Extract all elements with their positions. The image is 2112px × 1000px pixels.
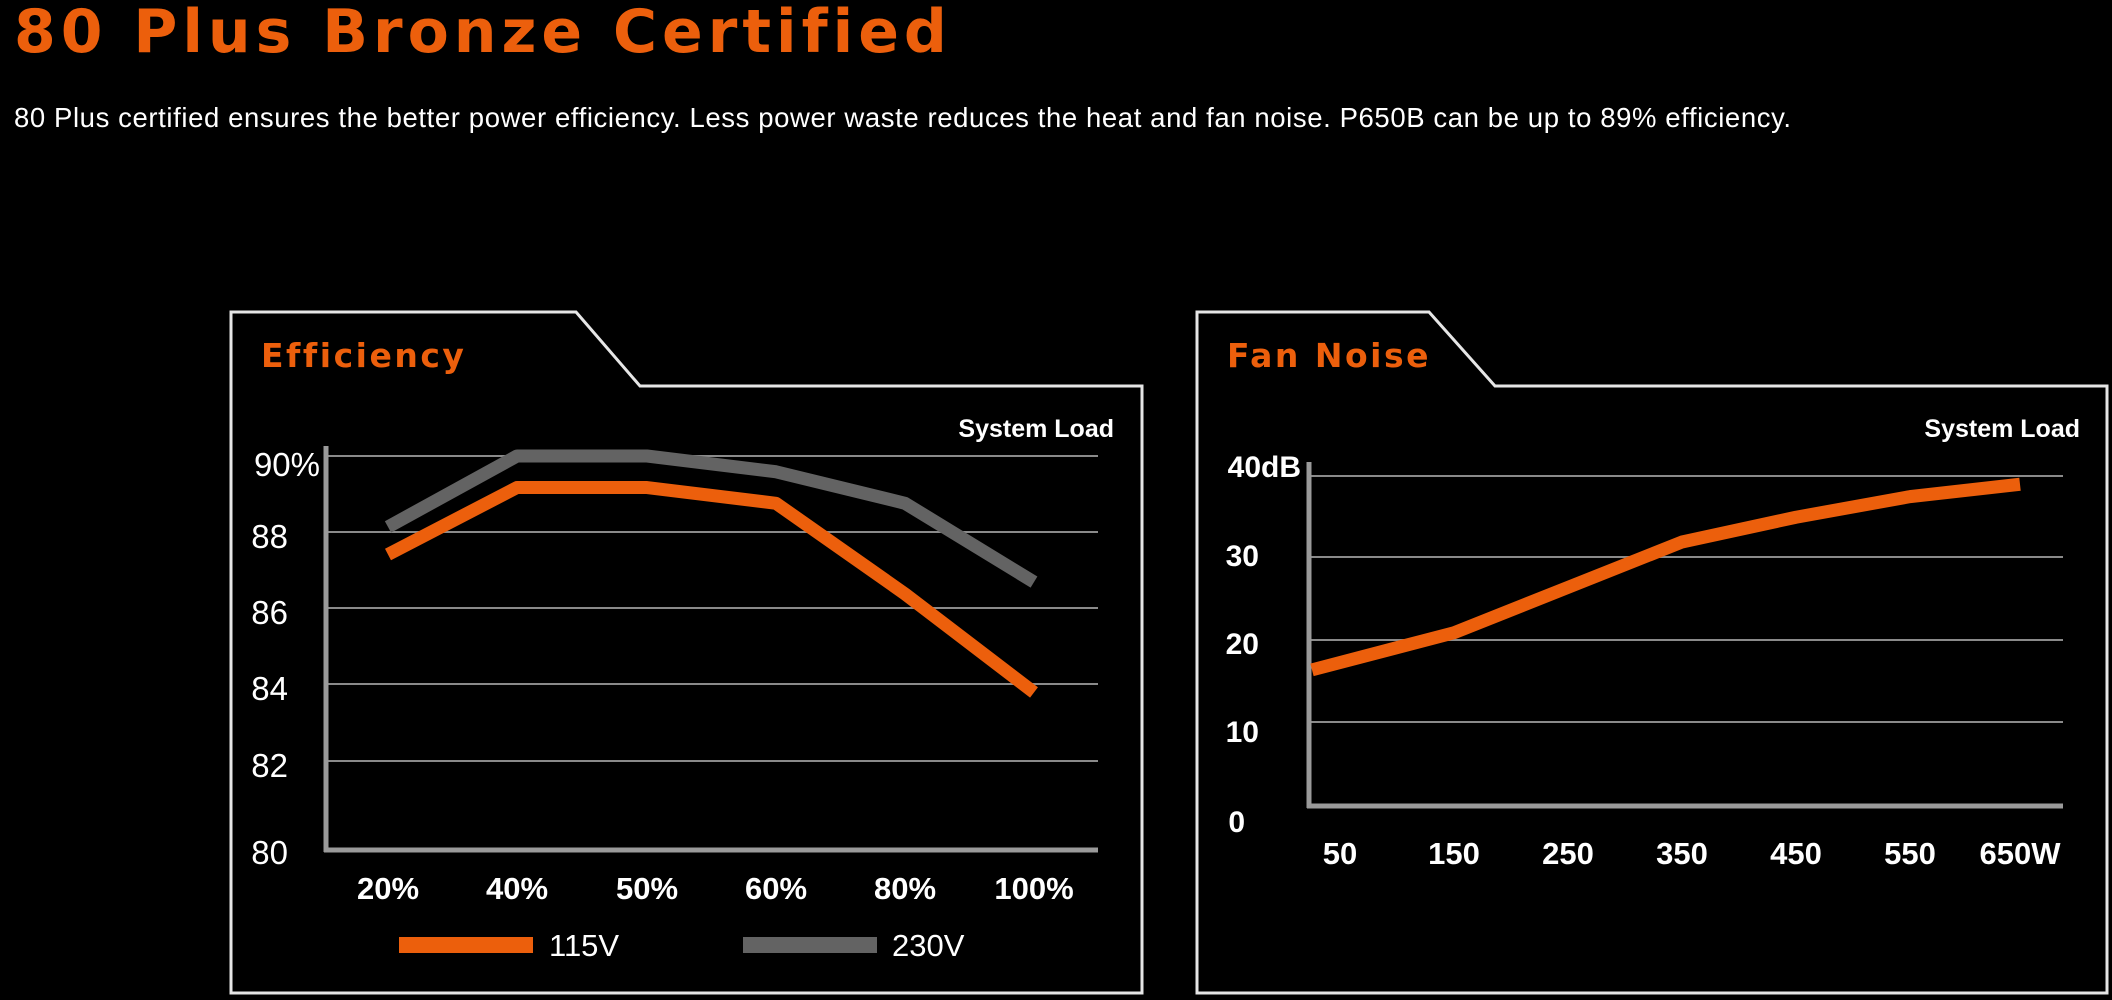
page-title: 80 Plus Bronze Certified: [14, 0, 952, 67]
page-subtitle: 80 Plus certified ensures the better pow…: [14, 102, 1792, 133]
fan-noise-axis-title: System Load: [1924, 415, 2080, 443]
efficiency-x-tick-label: 100%: [994, 871, 1073, 906]
fan-noise-y-tick-label: 10: [1226, 716, 1259, 749]
fan-noise-panel: Fan Noise System Load 40dB 30 20 10 0 50…: [1195, 310, 2109, 995]
fan-noise-x-tick-label: 450: [1770, 836, 1822, 871]
efficiency-y-tick-label: 88: [251, 518, 288, 555]
fan-noise-y-tick-label: 30: [1226, 540, 1259, 573]
efficiency-panel: Efficiency System Load 90% 88 86 84 82 8…: [229, 310, 1144, 995]
efficiency-y-tick-label: 86: [251, 594, 288, 631]
fan-noise-panel-title: Fan Noise: [1227, 336, 1431, 375]
fan-noise-x-tick-label: 650W: [1980, 836, 2062, 871]
efficiency-y-tick-label: 82: [251, 747, 288, 784]
efficiency-y-tick-label: 90%: [254, 446, 320, 483]
efficiency-panel-frame: [229, 310, 1144, 995]
fan-noise-panel-frame: [1195, 310, 2109, 995]
fan-noise-plot: [1310, 477, 2021, 677]
fan-noise-y-tick-label: 20: [1226, 628, 1259, 661]
fan-noise-y-tick-label: 0: [1228, 806, 1245, 839]
efficiency-x-tick-label: 60%: [745, 871, 807, 906]
fan-noise-x-tick-label: 50: [1323, 836, 1357, 871]
efficiency-x-tick-label: 80%: [874, 871, 936, 906]
fan-noise-x-tick-label: 150: [1428, 836, 1480, 871]
legend-label-115v: 115V: [549, 928, 619, 963]
efficiency-plot: [384, 449, 1038, 698]
fan-noise-series-line-0: [1310, 477, 2021, 677]
efficiency-x-tick-label: 20%: [357, 871, 419, 906]
fan-noise-x-tick-label: 250: [1542, 836, 1594, 871]
efficiency-series-line-230v: [384, 449, 1038, 588]
fan-noise-x-tick-label: 550: [1884, 836, 1936, 871]
fan-noise-gridlines: [1308, 475, 2063, 723]
efficiency-series-line-115v: [385, 481, 1038, 698]
efficiency-legend: 115V 230V: [399, 928, 965, 963]
efficiency-axis-title: System Load: [958, 415, 1114, 443]
efficiency-x-tick-label: 40%: [486, 871, 548, 906]
efficiency-gridlines: [326, 455, 1098, 762]
fan-noise-x-tick-label: 350: [1656, 836, 1708, 871]
fan-noise-y-tick-label: 40dB: [1228, 451, 1301, 484]
efficiency-panel-title: Efficiency: [261, 336, 466, 375]
legend-label-230v: 230V: [892, 928, 965, 963]
efficiency-y-tick-label: 84: [251, 670, 288, 707]
efficiency-y-tick-label: 80: [251, 834, 288, 871]
efficiency-x-tick-label: 50%: [616, 871, 678, 906]
